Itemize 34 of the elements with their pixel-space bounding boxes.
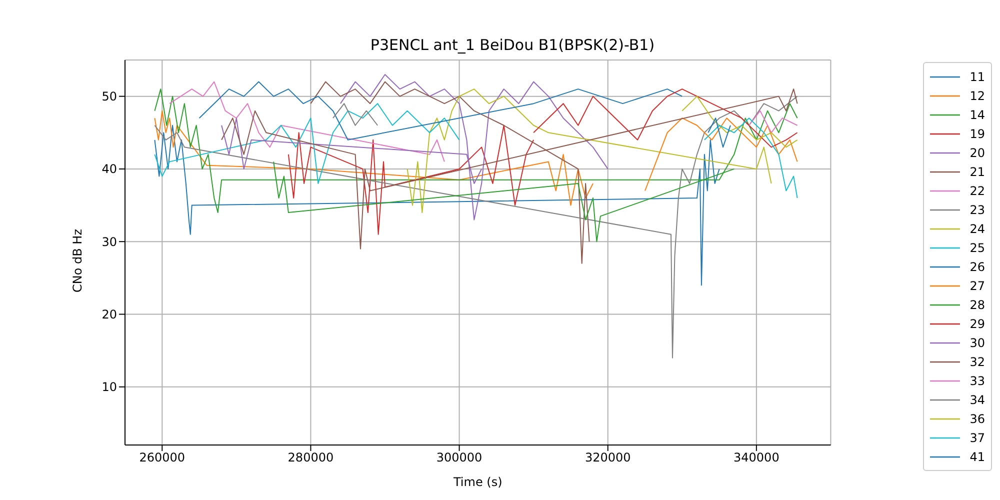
legend-label: 26: [970, 260, 985, 274]
chart-title: P3ENCL ant_1 BeiDou B1(BPSK(2)-B1): [369, 36, 656, 54]
legend-label: 36: [970, 412, 985, 426]
legend-label: 19: [970, 126, 985, 140]
legend-label: 28: [970, 298, 985, 312]
x-tick-label: 300000: [436, 450, 482, 465]
legend-label: 24: [970, 222, 985, 236]
x-tick-label: 340000: [734, 450, 780, 465]
legend-label: 41: [970, 450, 985, 464]
legend-label: 30: [970, 336, 985, 350]
y-tick-label: 10: [102, 380, 117, 394]
y-axis-title: CNo dB Hz: [70, 229, 84, 292]
y-tick-label: 40: [102, 162, 117, 176]
legend-label: 34: [970, 392, 985, 406]
legend-label: 29: [970, 316, 985, 330]
legend-label: 27: [970, 278, 985, 292]
legend-label: 32: [970, 354, 985, 368]
x-tick-label: 260000: [139, 450, 186, 465]
legend-label: 20: [970, 146, 985, 160]
x-tick-label: 320000: [584, 450, 631, 465]
legend-label: 22: [970, 184, 985, 198]
legend-label: 14: [970, 108, 985, 122]
legend-label: 12: [970, 88, 985, 102]
y-tick-label: 50: [102, 90, 117, 104]
legend-label: 37: [970, 430, 985, 444]
legend-label: 21: [970, 164, 985, 178]
x-axis-title: Time (s): [452, 475, 502, 489]
y-tick-label: 20: [102, 308, 117, 322]
legend-label: 33: [970, 374, 985, 388]
x-tick-label: 280000: [288, 450, 334, 465]
legend-label: 23: [970, 202, 985, 216]
legend-label: 25: [970, 240, 985, 254]
legend-label: 11: [970, 70, 985, 84]
y-tick-label: 30: [102, 234, 117, 249]
